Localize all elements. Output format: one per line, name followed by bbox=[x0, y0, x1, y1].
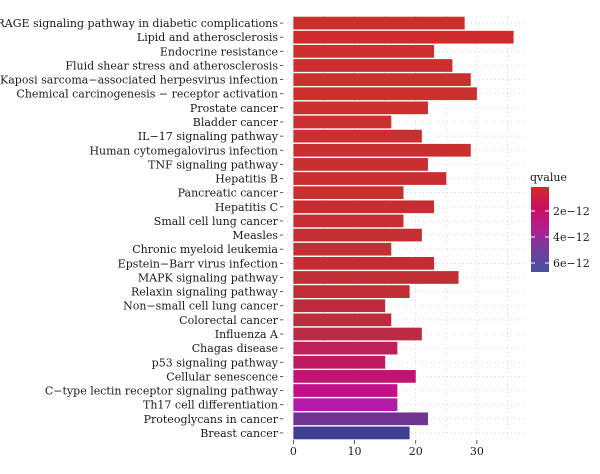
bar bbox=[293, 44, 435, 58]
category-label: Breast cancer bbox=[200, 427, 278, 440]
bar bbox=[293, 59, 453, 72]
category-label: Non−small cell lung cancer bbox=[123, 300, 279, 313]
bar bbox=[293, 87, 477, 101]
bar bbox=[293, 186, 404, 200]
bar bbox=[293, 299, 386, 313]
category-label: IL−17 signaling pathway bbox=[138, 130, 279, 143]
category-label: Proteoglycans in cancer bbox=[144, 413, 279, 426]
qvalue-legend: qvalue 2e−12 4e−12 6e−12 bbox=[530, 171, 590, 272]
category-label: Th17 cell differentiation bbox=[143, 399, 278, 412]
category-label: Lipid and atherosclerosis bbox=[137, 31, 278, 44]
category-label: Small cell lung cancer bbox=[154, 215, 279, 228]
category-label: Endocrine resistance bbox=[160, 45, 278, 58]
category-label: p53 signaling pathway bbox=[152, 356, 279, 369]
category-label: Epstein−Barr virus infection bbox=[118, 257, 278, 270]
bar bbox=[293, 256, 435, 270]
bars bbox=[293, 16, 514, 440]
category-label: C−type lectin receptor signaling pathway bbox=[45, 385, 279, 398]
category-label: Pancreatic cancer bbox=[178, 187, 279, 200]
legend-title: qvalue bbox=[530, 171, 567, 184]
legend-tick-label: 4e−12 bbox=[553, 231, 590, 244]
category-label: Influenza A bbox=[215, 328, 279, 341]
legend-ticks: 2e−12 4e−12 6e−12 bbox=[531, 205, 590, 270]
bar bbox=[293, 172, 447, 185]
bar bbox=[293, 426, 410, 440]
legend-colorbar bbox=[531, 187, 549, 272]
category-label: Relaxin signaling pathway bbox=[131, 286, 279, 299]
bar bbox=[293, 384, 398, 397]
bar bbox=[293, 158, 428, 171]
x-tick-label: 30 bbox=[470, 445, 484, 458]
bar bbox=[293, 129, 422, 143]
category-label: Fluid shear stress and atherosclerosis bbox=[65, 59, 278, 72]
bar bbox=[293, 327, 422, 341]
bar bbox=[293, 214, 404, 228]
bar bbox=[293, 313, 392, 327]
bar bbox=[293, 115, 392, 129]
bar bbox=[293, 271, 459, 284]
category-label: Cellular senescence bbox=[166, 370, 278, 383]
category-label: AGE−RAGE signaling pathway in diabetic c… bbox=[0, 17, 278, 30]
bar bbox=[293, 73, 471, 86]
category-label: Human cytomegalovirus infection bbox=[89, 144, 278, 157]
category-label: Chronic myeloid leukemia bbox=[132, 243, 278, 256]
bar bbox=[293, 398, 398, 412]
category-label: Kaposi sarcoma−associated herpesvirus in… bbox=[0, 74, 278, 87]
category-label: Prostate cancer bbox=[190, 102, 279, 115]
category-label: Measles bbox=[232, 229, 278, 242]
category-label: MAPK signaling pathway bbox=[138, 271, 279, 284]
x-tick-label: 20 bbox=[409, 445, 423, 458]
category-label: Colorectal cancer bbox=[179, 314, 279, 327]
bar bbox=[293, 370, 416, 383]
category-labels: AGE−RAGE signaling pathway in diabetic c… bbox=[0, 17, 283, 440]
x-tick-label: 10 bbox=[348, 445, 362, 458]
bar bbox=[293, 285, 410, 298]
category-label: Hepatitis B bbox=[215, 173, 278, 186]
bar bbox=[293, 143, 471, 157]
bar bbox=[293, 30, 514, 44]
x-tick-label: 0 bbox=[290, 445, 297, 458]
category-label: Hepatitis C bbox=[215, 201, 278, 214]
bar bbox=[293, 228, 422, 242]
category-label: TNF signaling pathway bbox=[148, 158, 279, 171]
category-label: Chemical carcinogenesis − receptor activ… bbox=[16, 88, 278, 101]
category-label: Bladder cancer bbox=[193, 116, 279, 129]
bar bbox=[293, 355, 386, 369]
category-label: Chagas disease bbox=[192, 342, 278, 355]
bar bbox=[293, 242, 392, 256]
x-axis: 0 10 20 30 bbox=[290, 440, 484, 458]
bar bbox=[293, 16, 465, 30]
bar bbox=[293, 341, 398, 355]
bar bbox=[293, 412, 428, 426]
bar bbox=[293, 101, 428, 115]
legend-tick-label: 2e−12 bbox=[553, 205, 590, 218]
bar bbox=[293, 200, 435, 214]
legend-tick-label: 6e−12 bbox=[553, 257, 590, 270]
